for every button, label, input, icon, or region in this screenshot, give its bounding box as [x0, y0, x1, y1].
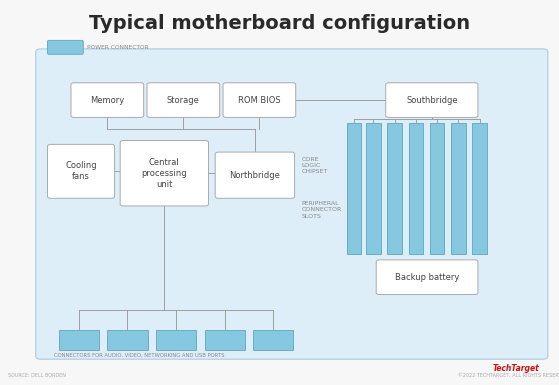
Bar	[451, 123, 466, 254]
FancyBboxPatch shape	[71, 83, 144, 117]
FancyBboxPatch shape	[376, 260, 478, 295]
Text: Southbridge: Southbridge	[406, 95, 458, 105]
Bar	[253, 330, 293, 350]
Text: Cooling
fans: Cooling fans	[65, 161, 97, 181]
Bar	[205, 330, 245, 350]
Text: SOURCE: DELL BORDEN: SOURCE: DELL BORDEN	[8, 373, 67, 378]
Text: CORE
LOGIC
CHIPSET: CORE LOGIC CHIPSET	[302, 157, 328, 174]
FancyBboxPatch shape	[48, 40, 83, 54]
Bar	[366, 123, 381, 254]
Text: TechTarget: TechTarget	[492, 364, 539, 373]
Text: Northbridge: Northbridge	[229, 171, 281, 180]
FancyBboxPatch shape	[386, 83, 478, 117]
Text: Storage: Storage	[167, 95, 200, 105]
Bar	[409, 123, 423, 254]
Text: Memory: Memory	[90, 95, 125, 105]
Text: CONNECTORS FOR AUDIO, VIDEO, NETWORKING AND USB PORTS: CONNECTORS FOR AUDIO, VIDEO, NETWORKING …	[54, 352, 224, 357]
Text: Central
processing
unit: Central processing unit	[141, 157, 187, 189]
Bar	[59, 330, 99, 350]
FancyBboxPatch shape	[223, 83, 296, 117]
Text: PERIPHERAL
CONNECTOR
SLOTS: PERIPHERAL CONNECTOR SLOTS	[302, 201, 342, 219]
Text: Backup battery: Backup battery	[395, 273, 459, 282]
Text: ROM BIOS: ROM BIOS	[238, 95, 281, 105]
Text: POWER CONNECTOR: POWER CONNECTOR	[87, 45, 149, 50]
FancyBboxPatch shape	[147, 83, 220, 117]
Bar	[472, 123, 487, 254]
Bar	[387, 123, 402, 254]
Text: Typical motherboard configuration: Typical motherboard configuration	[89, 13, 470, 33]
Bar	[156, 330, 196, 350]
Bar	[430, 123, 444, 254]
FancyBboxPatch shape	[215, 152, 295, 198]
Bar	[347, 123, 361, 254]
FancyBboxPatch shape	[48, 144, 115, 198]
FancyBboxPatch shape	[120, 141, 209, 206]
FancyBboxPatch shape	[36, 49, 548, 359]
Text: ©2022 TECHTARGET, ALL RIGHTS RESERVED: ©2022 TECHTARGET, ALL RIGHTS RESERVED	[458, 373, 559, 378]
Bar	[107, 330, 148, 350]
